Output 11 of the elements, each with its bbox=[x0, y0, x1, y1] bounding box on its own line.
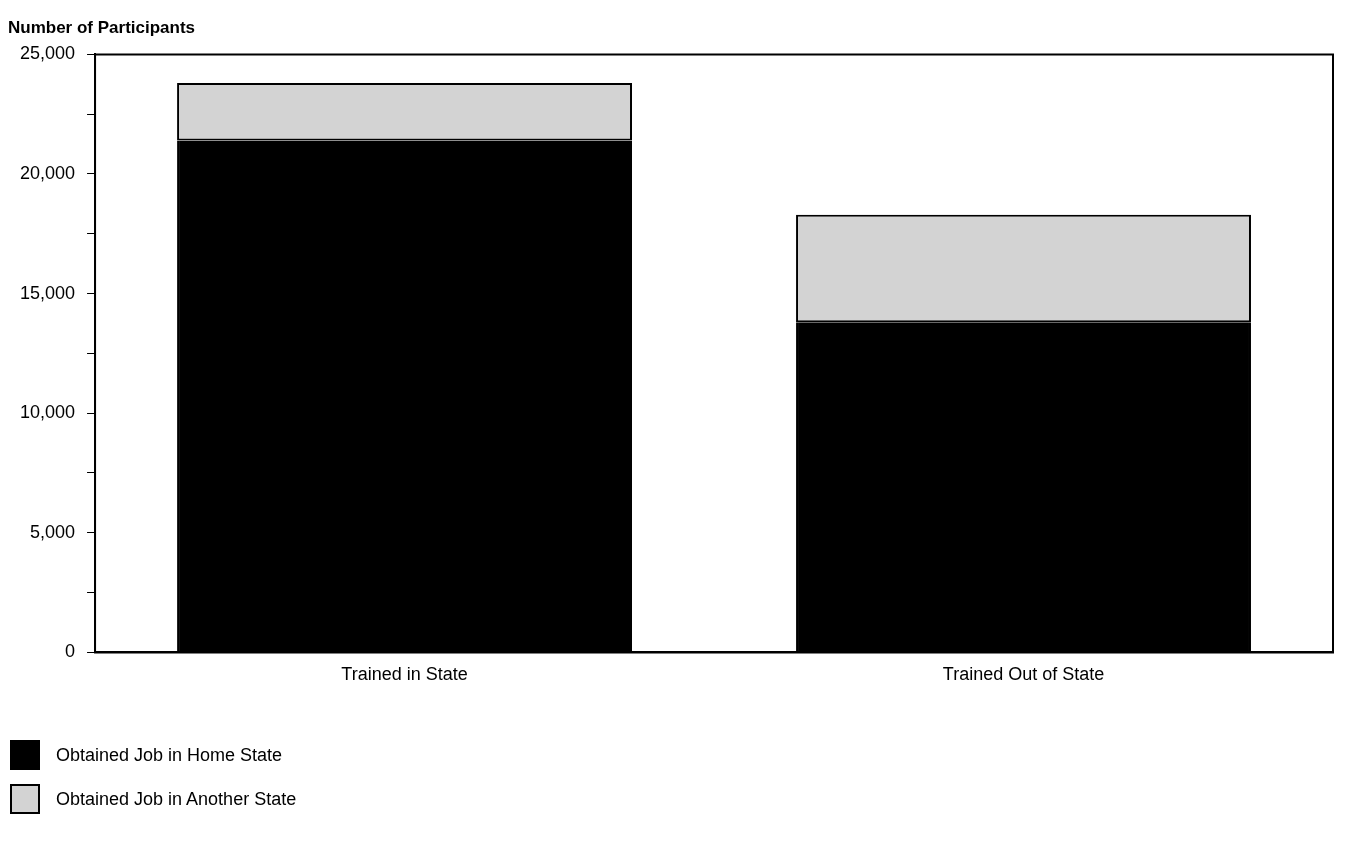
y-tick-label: 20,000 bbox=[19, 162, 76, 183]
chart-title: Number of Participants bbox=[8, 17, 196, 37]
y-tick-label: 25,000 bbox=[19, 43, 76, 64]
x-tick-label: Trained Out of State bbox=[942, 664, 1105, 685]
legend-label: Obtained Job in Home State bbox=[56, 744, 283, 766]
y-tick-label: 10,000 bbox=[19, 402, 76, 423]
y-tick-label: 15,000 bbox=[19, 282, 76, 303]
text: 5,000 bbox=[30, 521, 76, 542]
legend-label: Obtained Job in Another State bbox=[56, 788, 297, 810]
y-tick-label: 0 bbox=[65, 641, 76, 662]
x-tick-label: Trained in State bbox=[341, 664, 468, 685]
